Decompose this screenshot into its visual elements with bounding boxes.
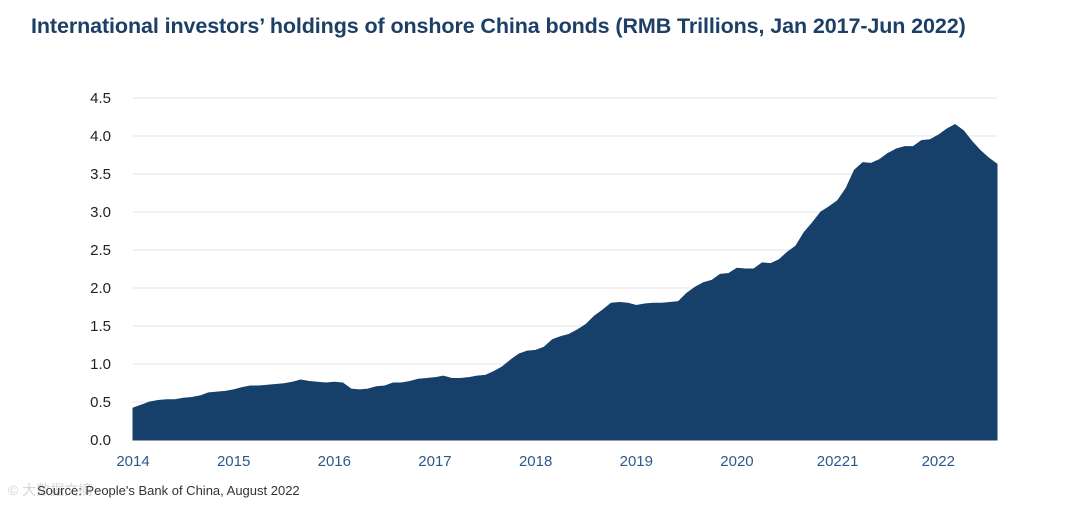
y-tick-label: 3.0 [90, 204, 111, 221]
x-tick-label: 2014 [116, 453, 149, 470]
y-axis-ticks: 0.0 0.5 1.0 1.5 2.0 2.5 3.0 3.5 4.0 4.5 [90, 90, 111, 449]
x-tick-label: 2017 [418, 453, 451, 470]
y-tick-label: 2.5 [90, 242, 111, 259]
area-series [132, 124, 998, 441]
y-tick-label: 0.5 [90, 394, 111, 411]
y-tick-label: 3.5 [90, 166, 111, 183]
y-tick-label: 0.0 [90, 432, 111, 449]
x-tick-label: 2020 [720, 453, 753, 470]
x-tick-label: 20221 [817, 453, 859, 470]
source-note: Source: People's Bank of China, August 2… [37, 483, 300, 498]
y-tick-label: 1.5 [90, 318, 111, 335]
x-tick-label: 2018 [519, 453, 552, 470]
x-tick-label: 2019 [620, 453, 653, 470]
x-tick-label: 2016 [318, 453, 351, 470]
series-area [132, 124, 998, 441]
y-tick-label: 2.0 [90, 280, 111, 297]
x-axis-ticks: 2014 2015 2016 2017 2018 2019 2020 20221 2022 [116, 453, 955, 470]
x-tick-label: 2022 [922, 453, 955, 470]
x-tick-label: 2015 [217, 453, 250, 470]
chart-title: International investors’ holdings of ons… [31, 14, 966, 38]
y-tick-label: 4.5 [90, 90, 111, 107]
y-tick-label: 4.0 [90, 128, 111, 145]
y-tick-label: 1.0 [90, 356, 111, 373]
watermark: © 大数据文摘 [8, 482, 93, 498]
